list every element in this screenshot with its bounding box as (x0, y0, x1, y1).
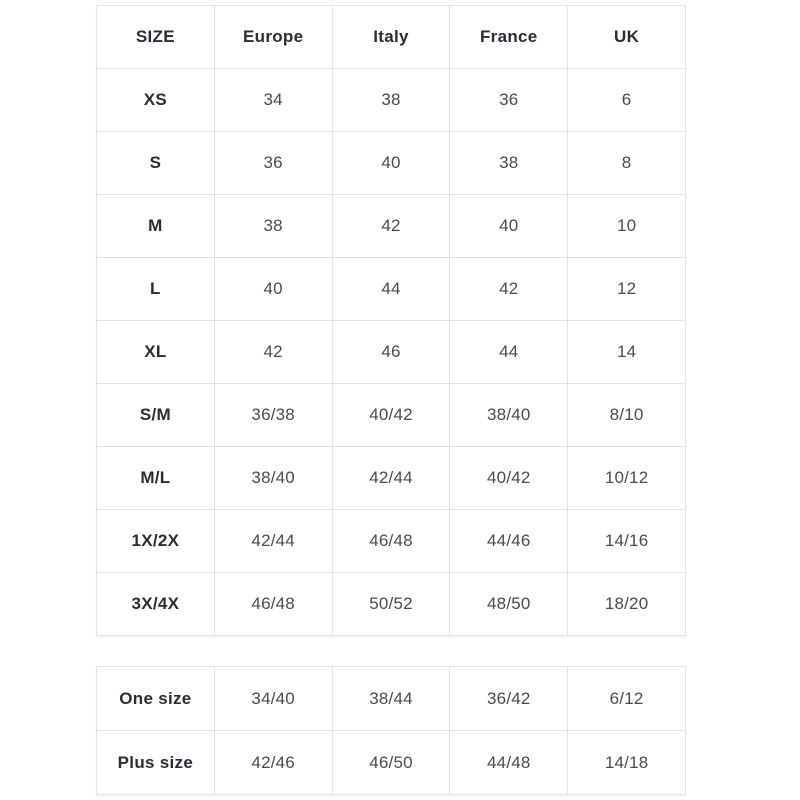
column-header-europe: Europe (213, 5, 333, 69)
size-value-cell: 48/50 (449, 572, 569, 636)
column-header-uk: UK (567, 5, 686, 69)
size-value-cell: 42/44 (213, 509, 333, 573)
size-value-cell: 46 (331, 320, 451, 384)
special-sizes-table-body: One size 34/40 38/44 36/42 6/12 Plus size 42/4… (96, 666, 686, 795)
size-value-cell: 38 (213, 194, 333, 258)
size-value-cell: 50/52 (331, 572, 451, 636)
column-header-italy: Italy (331, 5, 451, 69)
size-value-cell: 12 (567, 257, 686, 321)
table-row: S 36 40 38 8 (96, 131, 686, 195)
row-label: M (96, 194, 215, 258)
size-value-cell: 42 (213, 320, 333, 384)
size-value-cell: 14/16 (567, 509, 686, 573)
size-conversion-table-header: SIZE Europe Italy France UK (96, 5, 686, 69)
size-value-cell: 36/38 (213, 383, 333, 447)
table-row: M/L 38/40 42/44 40/42 10/12 (96, 446, 686, 510)
size-value-cell: 34 (213, 68, 333, 132)
size-value-cell: 8 (567, 131, 686, 195)
size-value-cell: 40/42 (331, 383, 451, 447)
row-label: 1X/2X (96, 509, 215, 573)
table-row: S/M 36/38 40/42 38/40 8/10 (96, 383, 686, 447)
size-value-cell: 14/18 (567, 730, 686, 795)
table-row: M 38 42 40 10 (96, 194, 686, 258)
column-header-size: SIZE (96, 5, 215, 69)
size-value-cell: 36/42 (449, 666, 569, 731)
row-label: XL (96, 320, 215, 384)
size-value-cell: 40 (449, 194, 569, 258)
size-value-cell: 42 (449, 257, 569, 321)
size-value-cell: 38 (449, 131, 569, 195)
table-row: Plus size 42/46 46/50 44/48 14/18 (96, 730, 686, 795)
size-value-cell: 10/12 (567, 446, 686, 510)
size-value-cell: 46/48 (331, 509, 451, 573)
row-label: M/L (96, 446, 215, 510)
row-label: XS (96, 68, 215, 132)
size-value-cell: 46/50 (331, 730, 451, 795)
size-conversion-table: SIZE Europe Italy France UK XS 34 38 36 6 S 36 40 38… (96, 5, 686, 636)
size-conversion-table-body: XS 34 38 36 6 S 36 40 38 8 M 38 42 40 10 L 40 44 42 12 XL 42 4… (96, 68, 686, 636)
size-value-cell: 34/40 (213, 666, 333, 731)
size-value-cell: 14 (567, 320, 686, 384)
size-value-cell: 38/40 (449, 383, 569, 447)
table-row: 1X/2X 42/44 46/48 44/46 14/16 (96, 509, 686, 573)
column-header-france: France (449, 5, 569, 69)
size-value-cell: 38 (331, 68, 451, 132)
row-label: L (96, 257, 215, 321)
size-value-cell: 40 (331, 131, 451, 195)
special-sizes-table: One size 34/40 38/44 36/42 6/12 Plus size 42/4… (96, 666, 686, 795)
size-value-cell: 42 (331, 194, 451, 258)
table-row: XL 42 46 44 14 (96, 320, 686, 384)
size-value-cell: 42/44 (331, 446, 451, 510)
size-value-cell: 6 (567, 68, 686, 132)
size-value-cell: 44/46 (449, 509, 569, 573)
table-row: 3X/4X 46/48 50/52 48/50 18/20 (96, 572, 686, 636)
row-label: S (96, 131, 215, 195)
size-value-cell: 10 (567, 194, 686, 258)
size-value-cell: 46/48 (213, 572, 333, 636)
size-value-cell: 38/40 (213, 446, 333, 510)
size-value-cell: 6/12 (567, 666, 686, 731)
size-value-cell: 44 (449, 320, 569, 384)
size-value-cell: 38/44 (331, 666, 451, 731)
size-value-cell: 44 (331, 257, 451, 321)
table-row: One size 34/40 38/44 36/42 6/12 (96, 666, 686, 731)
size-value-cell: 36 (213, 131, 333, 195)
row-label: S/M (96, 383, 215, 447)
table-row: L 40 44 42 12 (96, 257, 686, 321)
size-value-cell: 42/46 (213, 730, 333, 795)
size-value-cell: 36 (449, 68, 569, 132)
size-value-cell: 8/10 (567, 383, 686, 447)
size-value-cell: 18/20 (567, 572, 686, 636)
row-label: Plus size (96, 730, 215, 795)
size-value-cell: 44/48 (449, 730, 569, 795)
row-label: One size (96, 666, 215, 731)
size-value-cell: 40 (213, 257, 333, 321)
header-row: SIZE Europe Italy France UK (96, 5, 686, 69)
size-value-cell: 40/42 (449, 446, 569, 510)
table-row: XS 34 38 36 6 (96, 68, 686, 132)
row-label: 3X/4X (96, 572, 215, 636)
